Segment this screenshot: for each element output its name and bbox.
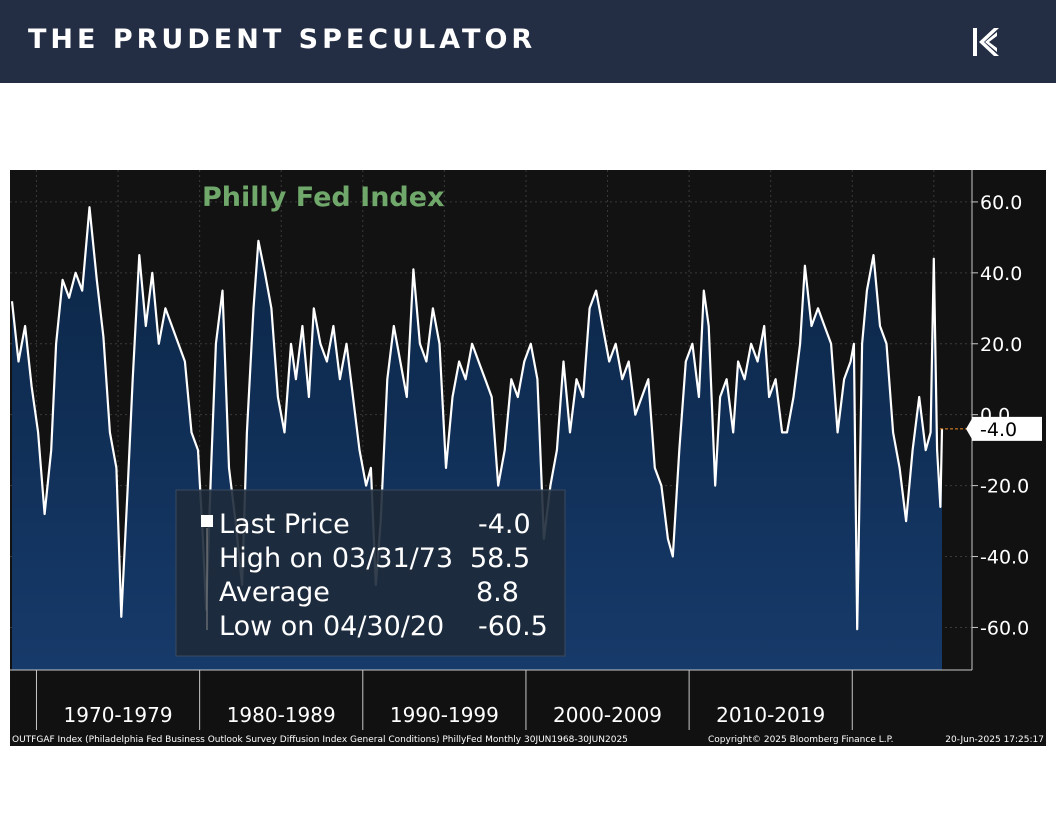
last-value-marker: -4.0 [940, 416, 1042, 441]
legend-label-low: Low on 04/30/20 [219, 611, 444, 642]
legend-label-average: Average [219, 577, 330, 608]
footer-timestamp: 20-Jun-2025 17:25:17 [945, 735, 1044, 745]
y-tick-label: 60.0 [980, 192, 1022, 214]
brand-name: THE PRUDENT SPECULATOR [28, 24, 537, 55]
y-tick-label: -60.0 [980, 617, 1029, 639]
legend-box [175, 489, 566, 657]
last-value-box [972, 416, 1042, 441]
y-tick-label: -20.0 [980, 476, 1029, 498]
x-decade-label: 2000-2009 [553, 703, 662, 727]
y-axis-ticks: 60.040.020.00.0-20.0-40.0-60.0 [972, 192, 1029, 639]
footer-copyright: Copyright© 2025 Bloomberg Finance L.P. [708, 735, 893, 745]
x-decade-label: 1980-1989 [227, 703, 336, 727]
pk-monogram-icon [973, 28, 999, 56]
series-line [10, 206, 944, 631]
y-tick-label: 20.0 [980, 334, 1022, 356]
y-tick-label: -40.0 [980, 547, 1029, 569]
x-axis-ticks: 1970-1979 1980-1989 1990-1999 2000-2009 2010… [35, 670, 853, 730]
x-decade-label: 2010-2019 [716, 703, 825, 727]
chart-title: Philly Fed Index [202, 182, 445, 213]
brand-header: THE PRUDENT SPECULATOR [0, 0, 1056, 83]
last-value-pointer [966, 416, 973, 441]
legend-label-last: Last Price [219, 509, 350, 540]
y-tick-label: 40.0 [980, 263, 1022, 285]
legend-value-last: -4.0 [478, 509, 531, 540]
legend-value-average: 8.8 [476, 577, 519, 608]
philly-fed-chart: 60.0 40.0 20.0 0.0 -20.0 -40.0 -60.0 1970-1979… [10, 170, 1046, 746]
legend-label-high: High on 03/31/73 [219, 543, 453, 574]
chart-svg: 60.040.020.00.0-20.0-40.0-60.0 1970-1979… [10, 170, 1046, 746]
legend-square-icon [201, 515, 213, 527]
x-decade-label: 1990-1999 [390, 703, 499, 727]
x-decade-label: 1970-1979 [64, 703, 173, 727]
footer-source: OUTFGAF Index (Philadelphia Fed Business… [12, 735, 628, 745]
legend-value-low: -60.5 [478, 611, 548, 642]
legend: Last Price -4.0 High on 03/31/73 58.5 Av… [175, 489, 566, 657]
legend-value-high: 58.5 [470, 543, 530, 574]
last-value-label: -4.0 [980, 419, 1017, 441]
